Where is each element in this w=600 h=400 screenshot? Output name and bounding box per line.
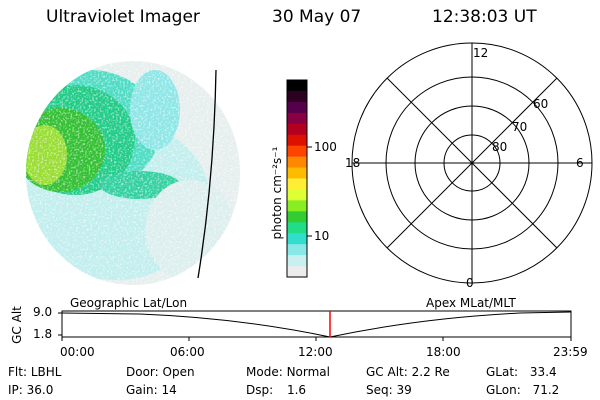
uv-image bbox=[26, 61, 240, 285]
colorbar-swatch bbox=[287, 211, 307, 223]
colorbar-swatch bbox=[287, 101, 307, 114]
colorbar-tick-10: 10 bbox=[314, 229, 330, 243]
colorbar-swatch bbox=[287, 90, 307, 103]
colorbar-swatch bbox=[287, 167, 307, 180]
terminator-line bbox=[197, 69, 217, 279]
colorbar-swatch bbox=[287, 112, 307, 125]
status-glon: GLon: 71.2 bbox=[486, 383, 560, 397]
time-tick-2359: 23:59 bbox=[553, 345, 588, 359]
colorbar-tick-100: 100 bbox=[314, 140, 337, 154]
time-label: 12:38:03 UT bbox=[432, 7, 537, 27]
timeline-ytick-top: 9.0 bbox=[33, 305, 53, 319]
status-mode: Mode: Normal bbox=[246, 365, 330, 379]
colorbar-swatch bbox=[287, 266, 307, 278]
colorbar-swatch bbox=[287, 244, 307, 256]
colorbar-swatch bbox=[287, 233, 307, 245]
colorbar-unit-label: photon cm⁻²s⁻¹ bbox=[270, 146, 284, 240]
colorbar-swatch bbox=[287, 200, 307, 212]
time-tick-marks bbox=[61, 337, 572, 341]
status-gain: Gain: 14 bbox=[126, 383, 177, 397]
instrument-title: Ultraviolet Imager bbox=[46, 7, 200, 27]
status-dsp: Dsp: 1.6 bbox=[246, 383, 307, 397]
colorbar-swatch bbox=[287, 189, 307, 201]
colorbar-swatch bbox=[287, 222, 307, 234]
polar-mlt-0: 0 bbox=[466, 276, 474, 290]
polar-mlt-6: 6 bbox=[576, 156, 584, 170]
timeline-left-label: Geographic Lat/Lon bbox=[70, 296, 188, 310]
status-glat: GLat: 33.4 bbox=[486, 365, 557, 379]
colorbar-swatch bbox=[287, 145, 307, 158]
colorbar-swatch bbox=[287, 255, 307, 267]
status-ip: IP: 36.0 bbox=[8, 383, 54, 397]
time-tick-0600: 06:00 bbox=[170, 345, 205, 359]
colorbar-swatch bbox=[287, 80, 307, 92]
altitude-curve bbox=[61, 311, 572, 338]
polar-lat-70: 70 bbox=[512, 120, 528, 134]
time-tick-0000: 00:00 bbox=[60, 345, 95, 359]
date-label: 30 May 07 bbox=[272, 7, 362, 27]
status-seq: Seq: 39 bbox=[366, 383, 412, 397]
status-gc-alt: GC Alt: 2.2 Re bbox=[366, 365, 450, 379]
polar-grid bbox=[351, 42, 593, 284]
polar-mlt-18: 18 bbox=[345, 156, 361, 170]
status-flt: Flt: LBHL bbox=[8, 365, 62, 379]
polar-mlt-12: 12 bbox=[473, 46, 489, 60]
colorbar-swatch bbox=[287, 134, 307, 147]
time-tick-1800: 18:00 bbox=[426, 345, 461, 359]
timeline-ytick-bottom: 1.8 bbox=[33, 327, 53, 341]
status-door: Door: Open bbox=[126, 365, 195, 379]
colorbar bbox=[287, 80, 307, 278]
colorbar-swatch bbox=[287, 123, 307, 136]
timeline-ylabel: GC Alt bbox=[10, 306, 24, 344]
timeline-right-label: Apex MLat/MLT bbox=[426, 296, 516, 310]
polar-lat-80: 80 bbox=[492, 140, 508, 154]
colorbar-swatch bbox=[287, 178, 307, 191]
polar-lat-60: 60 bbox=[533, 97, 549, 111]
time-tick-1200: 12:00 bbox=[298, 345, 333, 359]
colorbar-swatch bbox=[287, 156, 307, 169]
